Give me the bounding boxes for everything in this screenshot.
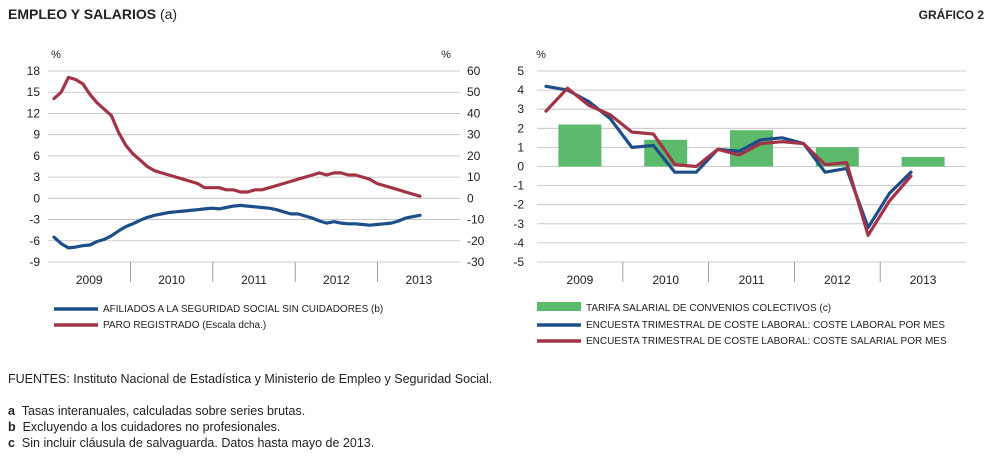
y-tick-label: 12 xyxy=(27,106,41,120)
y-tick-label: 15 xyxy=(27,85,41,99)
chart-salarios: % 5 4 3 2 1 0 -1 -2 -3 -4 -5 2009 2010 2011 2012 2013 TAR… xyxy=(513,49,966,347)
chart-empleo: % %1815129630-3-6-96050403020100-10-20-30… xyxy=(27,49,485,331)
x-tick-label: 2009 xyxy=(76,273,103,287)
y-tick-label: 6 xyxy=(33,149,40,163)
y-tick-label: -3 xyxy=(513,217,524,231)
left-axis-unit: % xyxy=(51,49,61,61)
y-tick-label: 2 xyxy=(517,121,524,135)
y2-tick-label: -10 xyxy=(467,213,485,227)
x-tick-label: 2011 xyxy=(739,273,765,287)
x-tick-label: 2012 xyxy=(323,273,350,287)
figure-label: GRÁFICO 2 xyxy=(918,8,984,22)
series-afiliados xyxy=(52,203,422,250)
legend-label-coste-salarial: ENCUESTA TRIMESTRAL DE COSTE LABORAL: CO… xyxy=(586,336,947,347)
right-axis-unit: % xyxy=(441,49,451,61)
y2-tick-label: 20 xyxy=(467,149,481,163)
footnote-c: c Sin incluir cláusula de salvaguarda. D… xyxy=(8,436,374,450)
bar-tarifa xyxy=(558,124,602,167)
title-main: EMPLEO Y SALARIOS xyxy=(8,6,157,22)
legend-label-paro: PARO REGISTRADO (Escala dcha.) xyxy=(103,320,266,331)
y-tick-label: -6 xyxy=(29,234,40,248)
y-tick-label: -1 xyxy=(513,179,524,193)
footnote-key: b xyxy=(8,420,16,434)
y-tick-label: 4 xyxy=(517,83,524,97)
series-paro xyxy=(52,75,422,198)
y-tick-label: -2 xyxy=(513,198,524,212)
x-tick-label: 2010 xyxy=(652,273,679,287)
y-tick-label: 0 xyxy=(517,160,524,174)
x-tick-label: 2011 xyxy=(241,273,267,287)
chart-title: EMPLEO Y SALARIOS (a) xyxy=(8,6,177,22)
y2-tick-label: -30 xyxy=(467,255,485,269)
footnote-text: Tasas interanuales, calculadas sobre ser… xyxy=(21,404,306,418)
sources-note: FUENTES: Instituto Nacional de Estadísti… xyxy=(8,372,493,386)
x-tick-label: 2009 xyxy=(567,273,594,287)
y-tick-label: 18 xyxy=(27,64,41,78)
footnote-b: b Excluyendo a los cuidadores no profesi… xyxy=(8,420,280,434)
title-suffix: (a) xyxy=(159,6,178,22)
footnote-text: Excluyendo a los cuidadores no profesion… xyxy=(22,420,281,434)
y-tick-label: 3 xyxy=(517,102,524,116)
y-tick-label: -3 xyxy=(29,213,40,227)
y2-tick-label: 0 xyxy=(467,191,474,205)
y-tick-label: -4 xyxy=(513,236,524,250)
y2-tick-label: -20 xyxy=(467,234,485,248)
y-tick-label: 1 xyxy=(517,140,524,154)
left-axis-unit: % xyxy=(536,49,546,61)
y-tick-label: 0 xyxy=(33,191,40,205)
y2-tick-label: 30 xyxy=(467,128,481,142)
y2-tick-label: 60 xyxy=(467,64,481,78)
x-tick-label: 2012 xyxy=(824,273,851,287)
y2-tick-label: 40 xyxy=(467,106,481,120)
y-tick-label: 3 xyxy=(33,170,40,184)
series-coste-salarial xyxy=(544,86,913,237)
legend-swatch-tarifa xyxy=(537,302,581,311)
y2-tick-label: 50 xyxy=(467,85,481,99)
x-tick-label: 2013 xyxy=(405,273,432,287)
footnote-key: a xyxy=(8,404,15,418)
y-tick-label: -9 xyxy=(29,255,40,269)
footnote-a: a Tasas interanuales, calculadas sobre s… xyxy=(8,404,305,418)
x-tick-label: 2010 xyxy=(158,273,185,287)
y2-tick-label: 10 xyxy=(467,170,481,184)
bar-tarifa xyxy=(815,147,859,167)
legend-label-tarifa: TARIFA SALARIAL DE CONVENIOS COLECTIVOS … xyxy=(586,303,831,314)
legend-label-coste-laboral: ENCUESTA TRIMESTRAL DE COSTE LABORAL: CO… xyxy=(586,320,945,331)
y-tick-label: 9 xyxy=(33,128,40,142)
bar-tarifa xyxy=(901,156,945,167)
y-tick-label: 5 xyxy=(517,64,524,78)
y-tick-label: -5 xyxy=(513,255,524,269)
x-tick-label: 2013 xyxy=(910,273,937,287)
footnote-text: Sin incluir cláusula de salvaguarda. Dat… xyxy=(21,436,375,450)
footnote-key: c xyxy=(8,436,15,450)
legend-label-afiliados: AFILIADOS A LA SEGURIDAD SOCIAL SIN CUID… xyxy=(103,304,383,315)
